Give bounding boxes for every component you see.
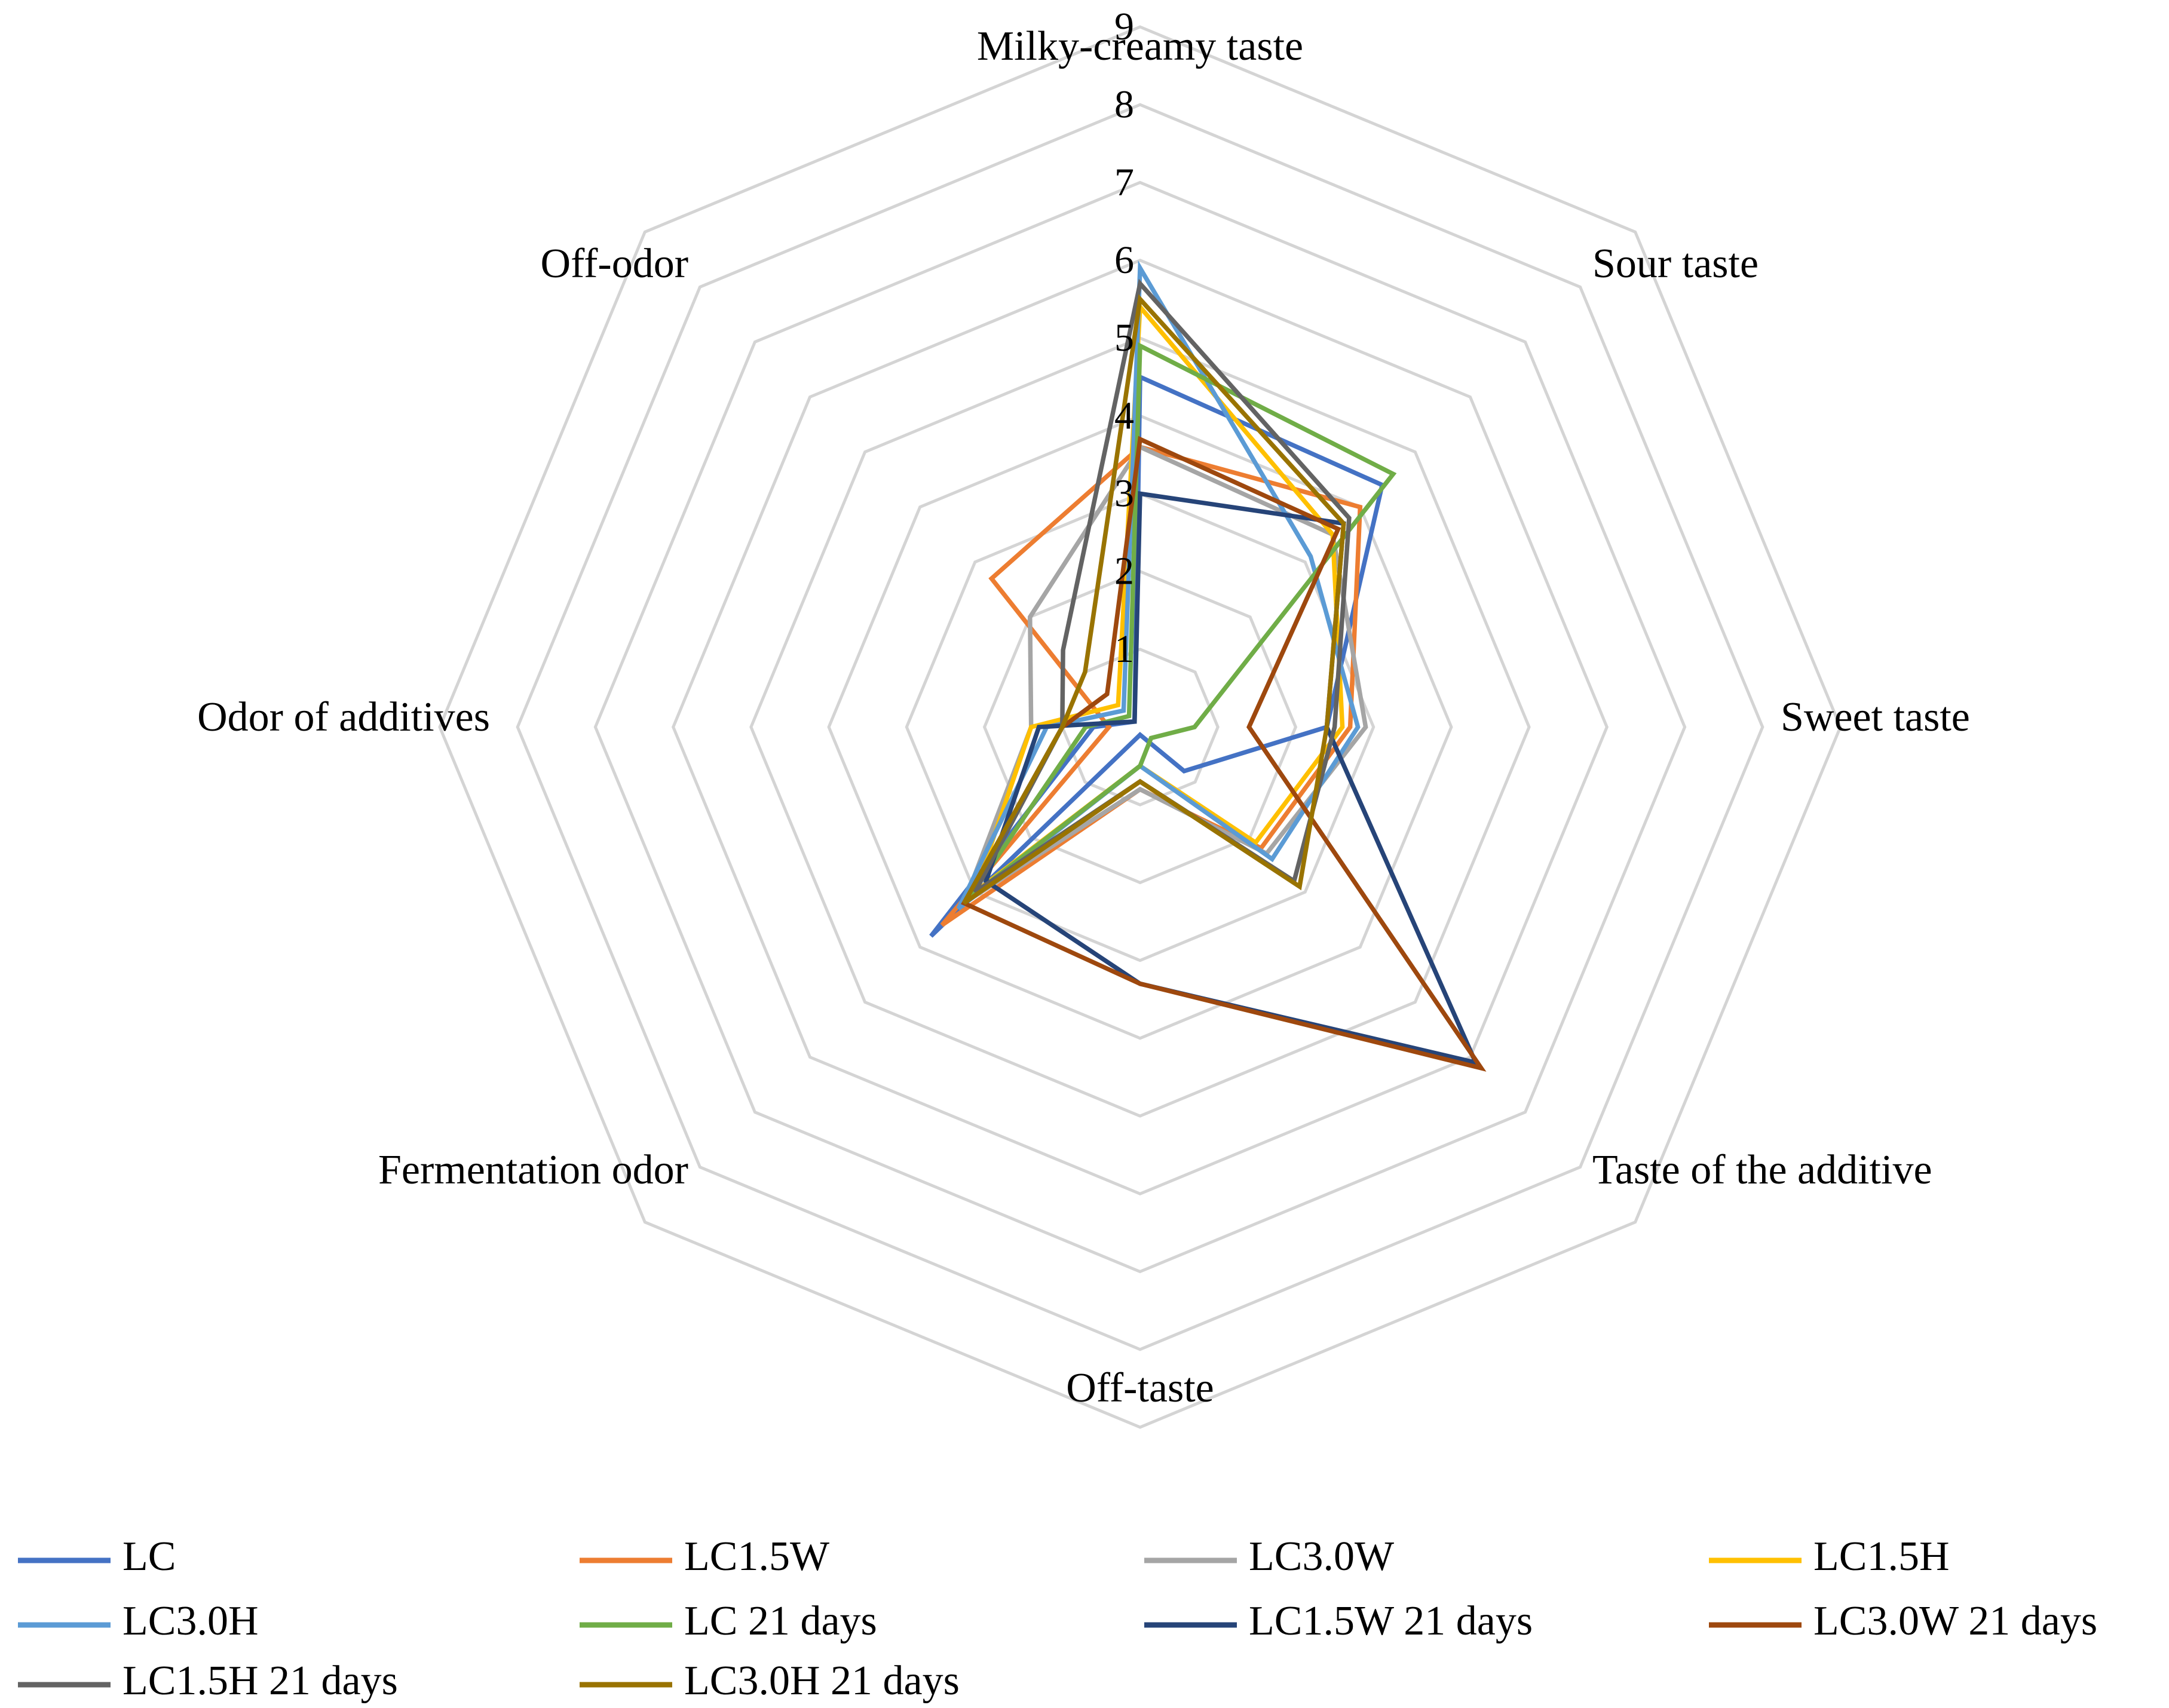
series-line-7 (961, 436, 1487, 1072)
axis-label-4: Off-taste (1066, 1365, 1214, 1411)
axis-label-5: Fermentation odor (378, 1147, 688, 1193)
grid-ring-9 (438, 25, 1842, 1429)
legend-label-4: LC3.0H (122, 1598, 259, 1644)
tick-label-7: 7 (1114, 161, 1134, 204)
legend-label-7: LC3.0W 21 days (1813, 1598, 2097, 1644)
radial-tick-labels: 1 2 3 4 5 6 7 8 9 (1114, 5, 1134, 671)
tick-label-3: 3 (1114, 471, 1134, 515)
grid-ring-8 (516, 103, 1764, 1351)
tick-label-2: 2 (1114, 550, 1134, 593)
axis-label-6: Odor of additives (197, 694, 490, 740)
legend-label-1: LC1.5W (684, 1534, 829, 1580)
tick-label-5: 5 (1114, 316, 1134, 360)
axis-label-7: Off-odor (540, 241, 688, 287)
radar-series-layer (929, 260, 1487, 1072)
axis-label-1: Sour taste (1592, 241, 1759, 287)
axis-label-2: Sweet taste (1781, 694, 1970, 740)
tick-label-8: 8 (1114, 82, 1134, 126)
series-line-6 (983, 490, 1480, 1066)
legend: LC LC1.5W LC3.0W LC1.5H LC3.0H LC 21 days LC1.… (18, 1534, 2097, 1704)
axis-label-3: Taste of the additive (1592, 1147, 1932, 1193)
series-line-9 (962, 294, 1346, 905)
legend-label-5: LC 21 days (684, 1598, 877, 1644)
legend-label-2: LC3.0W (1249, 1534, 1394, 1580)
tick-label-1: 1 (1114, 627, 1134, 671)
grid-ring-5 (749, 336, 1531, 1118)
grid-ring-2 (982, 569, 1298, 885)
axis-label-0: Milky-creamy taste (977, 23, 1303, 69)
tick-label-6: 6 (1114, 238, 1134, 282)
grid-ring-7 (593, 180, 1687, 1274)
legend-label-6: LC1.5W 21 days (1249, 1598, 1533, 1644)
radar-grid (438, 25, 1842, 1429)
grid-ring-6 (671, 258, 1609, 1196)
grid-ring-4 (827, 414, 1453, 1040)
legend-label-8: LC1.5H 21 days (122, 1658, 398, 1704)
series-line-3 (970, 301, 1345, 899)
axis-labels: Milky-creamy taste Sour taste Sweet taste T… (197, 23, 1970, 1411)
tick-label-4: 4 (1114, 394, 1134, 437)
legend-label-3: LC1.5H (1813, 1534, 1950, 1580)
legend-label-9: LC3.0H 21 days (684, 1658, 960, 1704)
tick-label-9: 9 (1114, 5, 1134, 48)
legend-label-0: LC (122, 1534, 176, 1580)
